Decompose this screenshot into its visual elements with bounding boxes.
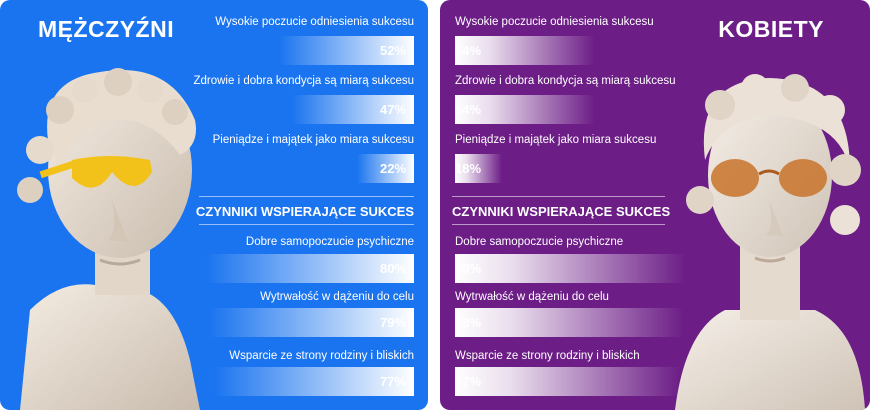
men-category-label: Wsparcie ze strony rodziny i bliskich (229, 350, 414, 362)
men-category-label: Wysokie poczucie odniesienia sukcesu (215, 16, 414, 28)
women-bar-value-label: 87% (455, 374, 482, 389)
men-category-label: Wytrwałość w dążeniu do celu (260, 291, 414, 303)
women-bar-value-label: 89% (455, 261, 482, 276)
women-bar: 87% (455, 367, 681, 396)
men-bar-value-label: 22% (379, 161, 406, 176)
women-bar: 54% (455, 36, 595, 65)
male-statue-image (17, 68, 200, 410)
women-section-heading: CZYNNIKI WSPIERAJĄCE SUKCES (452, 204, 671, 219)
women-bar-value-label: 54% (455, 43, 482, 58)
men-section-divider (199, 224, 414, 225)
women-bar: 89% (455, 254, 686, 283)
men-category-label: Zdrowie i dobra kondycja są miarą sukces… (193, 75, 414, 87)
men-bar-value-label: 52% (379, 43, 406, 58)
men-bar: 47% (292, 95, 414, 124)
women-category-label: Wysokie poczucie odniesienia sukcesu (455, 16, 654, 28)
women-bar-value-label: 88% (455, 315, 482, 330)
men-bar: 22% (357, 154, 414, 183)
men-category-label: Pieniądze i majątek jako miara sukcesu (212, 134, 414, 146)
women-section-divider (452, 224, 665, 225)
men-bar-value-label: 80% (379, 261, 406, 276)
men-category-label: Dobre samopoczucie psychiczne (245, 236, 414, 248)
women-category-label: Wsparcie ze strony rodziny i bliskich (455, 350, 640, 362)
women-bar: 18% (455, 154, 502, 183)
men-section-heading: CZYNNIKI WSPIERAJĄCE SUKCES (195, 204, 414, 219)
men-section-divider (199, 196, 414, 197)
women-category-label: Dobre samopoczucie psychiczne (455, 236, 624, 248)
men-bar: 80% (206, 254, 414, 283)
women-section-divider (452, 196, 665, 197)
men-bar-value-label: 47% (379, 102, 406, 117)
women-bar-value-label: 54% (455, 102, 482, 117)
men-bar: 52% (279, 36, 414, 65)
men-panel: MĘŻCZYŹNI Wysokie poczucie odniesienia s… (0, 0, 428, 410)
men-bar-value-label: 79% (379, 315, 406, 330)
men-title: MĘŻCZYŹNI (38, 16, 175, 42)
women-bar: 54% (455, 95, 595, 124)
women-title: KOBIETY (718, 16, 824, 42)
women-category-label: Pieniądze i majątek jako miara sukcesu (455, 134, 657, 146)
women-bar-value-label: 18% (455, 161, 482, 176)
women-bar: 88% (455, 308, 684, 337)
women-category-label: Zdrowie i dobra kondycja są miarą sukces… (455, 75, 676, 87)
men-bar: 79% (209, 308, 414, 337)
men-bar: 77% (214, 367, 414, 396)
female-statue-image (675, 74, 865, 410)
men-bar-value-label: 77% (379, 374, 406, 389)
women-category-label: Wytrwałość w dążeniu do celu (455, 291, 609, 303)
women-panel: KOBIETY Wysokie poczucie odniesienia suk… (440, 0, 870, 410)
